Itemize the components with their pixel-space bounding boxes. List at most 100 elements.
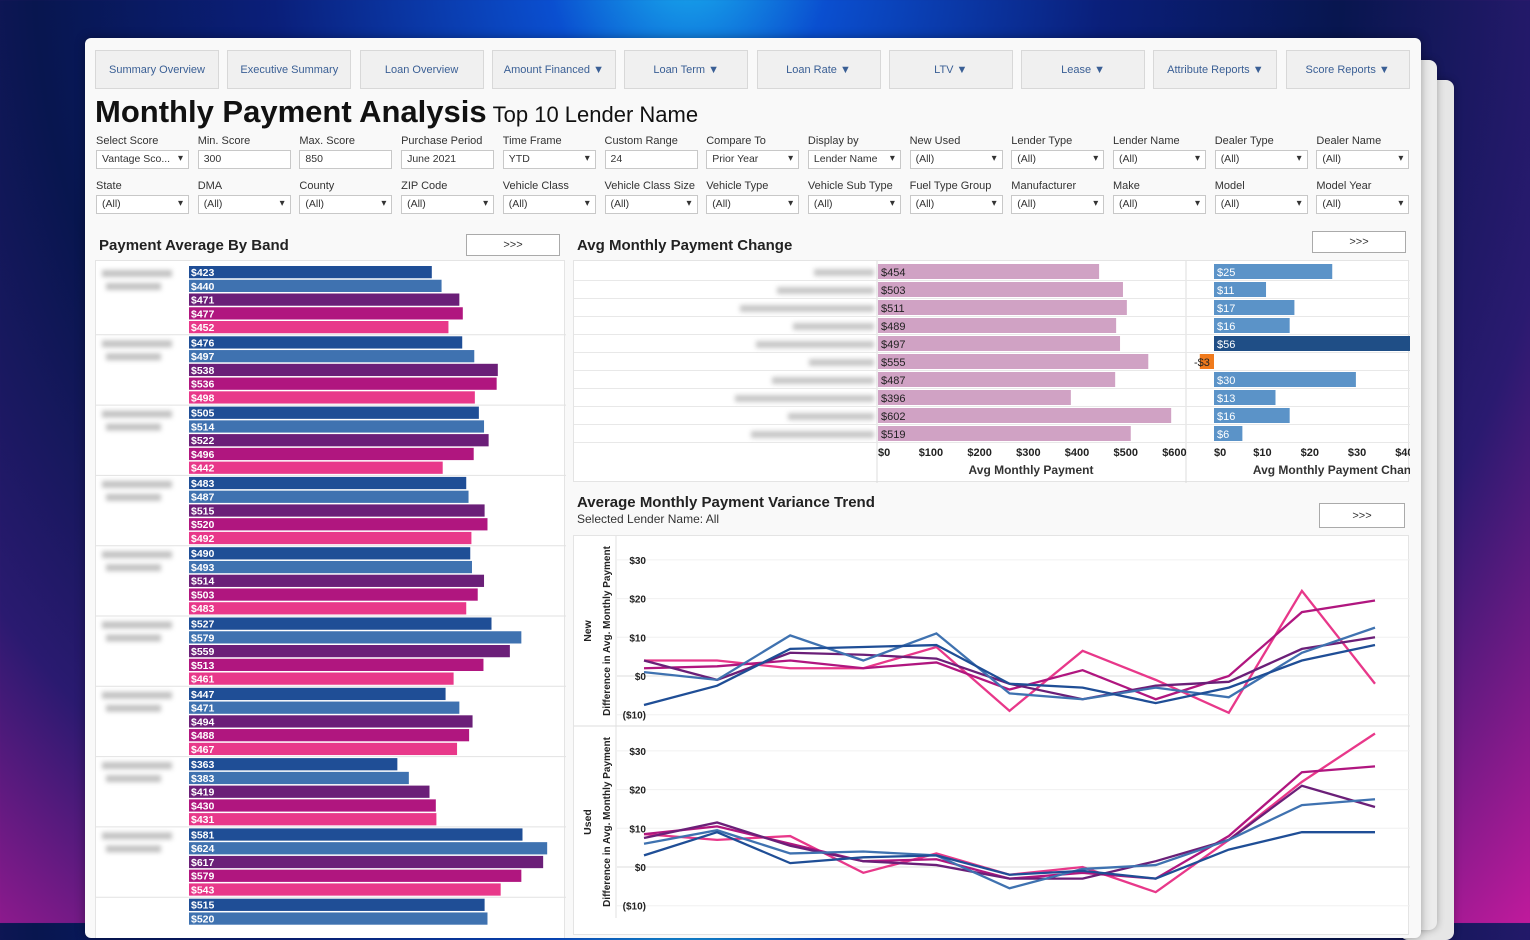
lender-type-dropdown[interactable]: (All)	[1011, 150, 1105, 169]
bar-value-label: $483	[191, 603, 215, 615]
blurred-lender-name	[814, 269, 874, 276]
nav-tab-executive-summary[interactable]: Executive Summary	[227, 50, 352, 89]
band-chart-more-button[interactable]: >>>	[466, 234, 560, 256]
fuel-type-group-dropdown[interactable]: (All)	[909, 195, 1003, 214]
band-bar	[189, 547, 471, 560]
nav-tab-attribute-reports[interactable]: Attribute Reports ▼	[1153, 50, 1278, 89]
vehicle-sub-type-dropdown[interactable]: (All)	[807, 195, 901, 214]
avg-payment-bar	[878, 390, 1071, 405]
county-dropdown[interactable]: (All)	[299, 195, 393, 214]
band-bar	[189, 321, 449, 334]
band-bar	[189, 658, 484, 671]
bar-value-label: $396	[881, 393, 905, 405]
time-frame-dropdown[interactable]: YTD	[502, 150, 596, 169]
lender-name-dropdown[interactable]: (All)	[1113, 150, 1206, 169]
bar-value-label: $503	[191, 589, 215, 601]
bar-value-label: $579	[191, 871, 215, 883]
band-bar	[189, 785, 430, 798]
bar-value-label: $494	[191, 716, 215, 728]
bar-value-label: $487	[881, 375, 905, 387]
band-bar	[189, 363, 498, 377]
bar-value-label: $471	[191, 295, 215, 307]
filter-label: ZIP Code	[401, 180, 448, 192]
vehicle-type-dropdown[interactable]: (All)	[706, 195, 800, 214]
dashboard-window: Summary Overview Executive Summary Loan Ov…	[85, 38, 1421, 938]
filter-label: New Used	[909, 135, 961, 147]
bar-value-label: $497	[191, 351, 215, 363]
make-dropdown[interactable]: (All)	[1113, 195, 1206, 214]
blurred-lender-name	[756, 341, 874, 348]
x-tick-label: $40	[1395, 447, 1410, 459]
bar-value-label: $519	[881, 429, 905, 441]
x-tick-label: $20	[1301, 447, 1319, 459]
blurred-group-label	[106, 423, 161, 431]
state-dropdown[interactable]: (All)	[96, 195, 189, 214]
model-dropdown[interactable]: (All)	[1214, 195, 1308, 214]
change-chart-more-button[interactable]: >>>	[1312, 231, 1406, 253]
blurred-lender-name	[777, 287, 874, 294]
manufacturer-dropdown[interactable]: (All)	[1011, 195, 1105, 214]
select-score-dropdown[interactable]: Vantage Sco...	[96, 150, 189, 169]
band-bar	[189, 869, 522, 882]
nav-tab-loan-overview[interactable]: Loan Overview	[359, 50, 484, 89]
avg-payment-bar	[878, 264, 1100, 279]
vehicle-class-dropdown[interactable]: (All)	[502, 195, 596, 214]
nav-tab-loan-term[interactable]: Loan Term ▼	[624, 50, 749, 89]
x-tick-label: $100	[919, 447, 943, 459]
band-bar	[189, 266, 432, 279]
band-bar	[189, 531, 472, 545]
bar-value-label: $6	[1217, 429, 1229, 441]
vehicle-class-size-dropdown[interactable]: (All)	[604, 195, 698, 214]
purchase-period-input[interactable]: June 2021	[401, 150, 495, 169]
nav-tab-loan-rate[interactable]: Loan Rate ▼	[756, 50, 881, 89]
bar-value-label: $520	[191, 913, 215, 925]
blurred-lender-name	[793, 323, 874, 330]
zip-code-dropdown[interactable]: (All)	[401, 195, 495, 214]
x-axis-title: Avg Monthly Payment	[969, 463, 1094, 477]
compare-to-dropdown[interactable]: Prior Year	[706, 150, 800, 169]
band-bar	[189, 758, 398, 771]
band-bar	[189, 420, 485, 433]
payment-change-bar	[1214, 372, 1356, 387]
min-score-input[interactable]: 300	[197, 150, 291, 169]
trend-chart-more-button[interactable]: >>>	[1319, 503, 1405, 528]
payment-change-bar	[1214, 300, 1295, 315]
band-bar	[189, 771, 409, 785]
max-score-input[interactable]: 850	[299, 150, 393, 169]
band-bar	[189, 672, 454, 685]
dealer-type-dropdown[interactable]: (All)	[1214, 150, 1308, 169]
band-bar	[189, 828, 523, 841]
blurred-lender-name	[740, 305, 874, 312]
nav-tab-amount-financed[interactable]: Amount Financed ▼	[491, 50, 616, 89]
custom-range-input[interactable]: 24	[604, 150, 698, 169]
band-bar	[189, 476, 467, 490]
payment-change-bar	[1214, 426, 1243, 441]
nav-tab-ltv[interactable]: LTV ▼	[888, 50, 1013, 89]
filter-label: Dealer Name	[1316, 135, 1382, 147]
nav-tab-lease[interactable]: Lease ▼	[1021, 50, 1146, 89]
filter-label: Time Frame	[502, 135, 562, 147]
band-bar	[189, 715, 473, 728]
payment-change-bar	[1214, 318, 1290, 333]
trend-line	[644, 588, 1376, 715]
filter-label: Compare To	[706, 135, 766, 147]
bar-value-label: $513	[191, 660, 215, 672]
blurred-lender-name	[735, 395, 874, 402]
blurred-group-label	[106, 845, 161, 853]
payment-change-bar	[1214, 336, 1421, 351]
filter-label: Display by	[807, 135, 859, 147]
avg-payment-bar	[878, 282, 1123, 297]
model-year-dropdown[interactable]: (All)	[1316, 195, 1410, 214]
filter-label: Dealer Type	[1214, 135, 1274, 147]
display-by-dropdown[interactable]: Lender Name	[807, 150, 901, 169]
change-chart-title: Avg Monthly Payment Change	[577, 237, 793, 254]
nav-tab-score-reports[interactable]: Score Reports ▼	[1285, 50, 1410, 89]
nav-tab-summary-overview[interactable]: Summary Overview	[95, 50, 219, 89]
new-used-dropdown[interactable]: (All)	[909, 150, 1003, 169]
dma-dropdown[interactable]: (All)	[197, 195, 291, 214]
dealer-name-dropdown[interactable]: (All)	[1316, 150, 1410, 169]
bar-value-label: $461	[191, 674, 215, 686]
bar-value-label: $579	[191, 632, 215, 644]
bar-value-label: $527	[191, 619, 215, 631]
x-tick-label: $200	[967, 447, 991, 459]
